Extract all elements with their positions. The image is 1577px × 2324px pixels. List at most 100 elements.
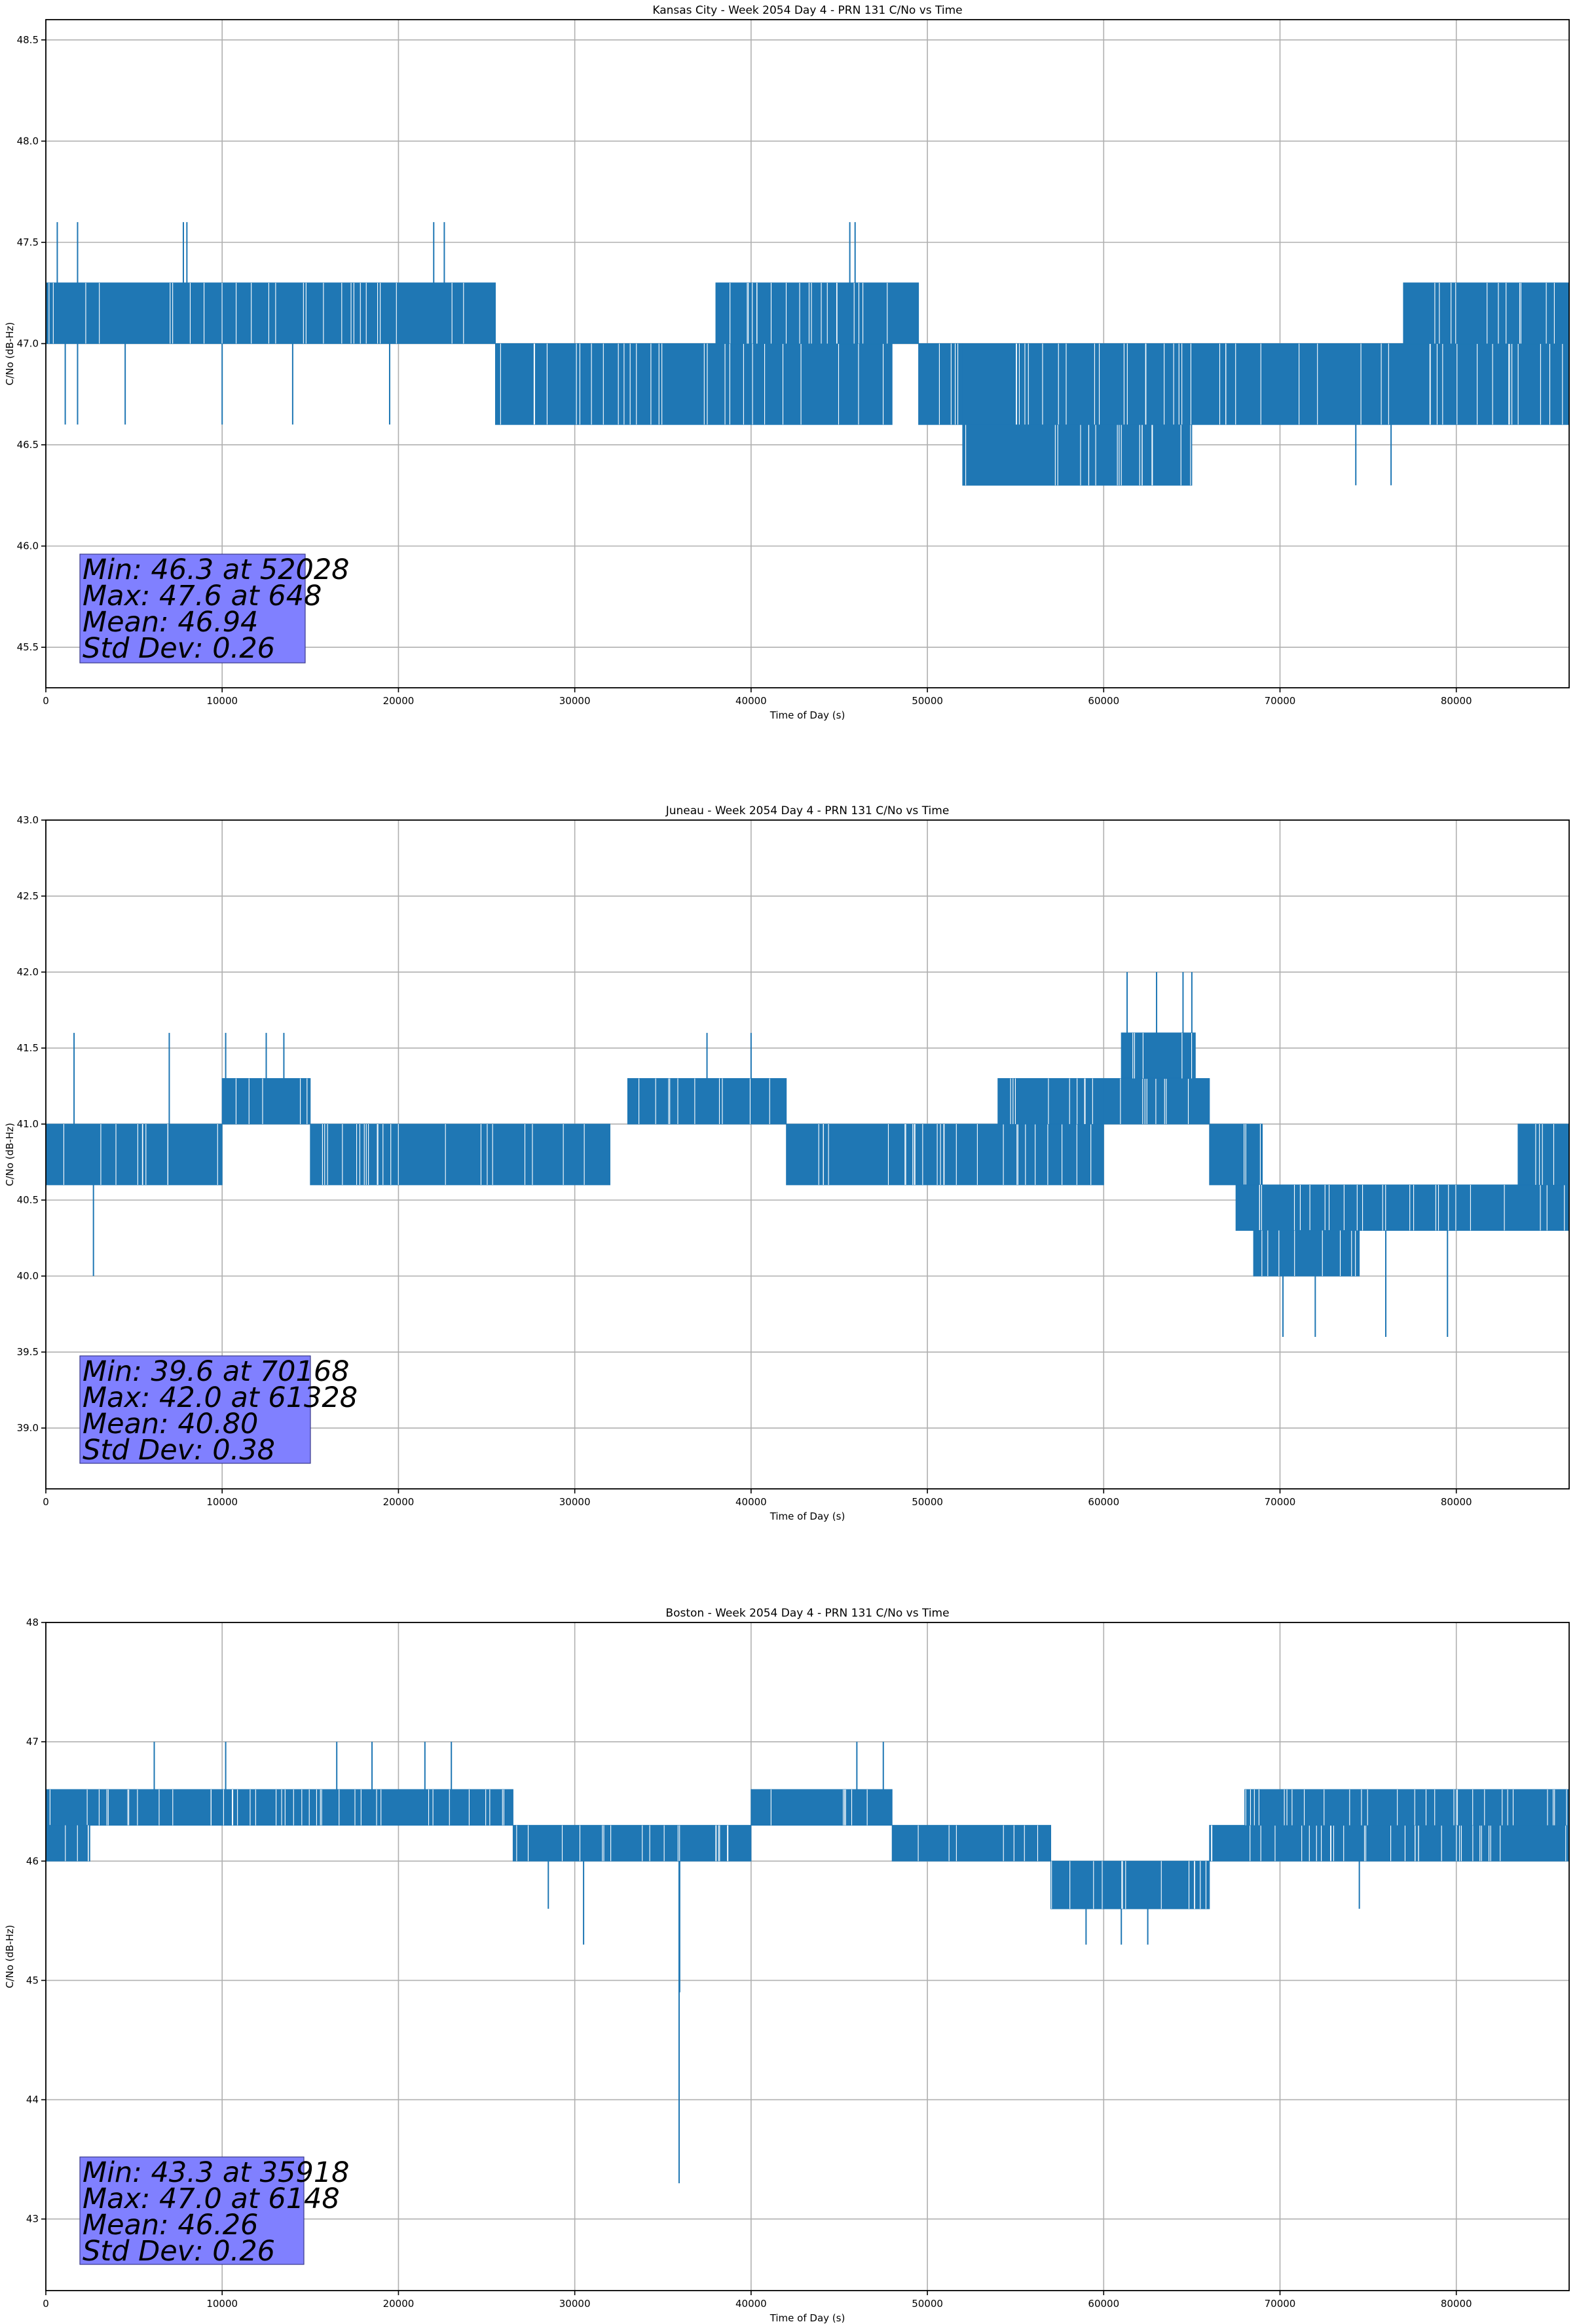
data-band [751, 1789, 893, 1826]
series-cno [45, 222, 1570, 486]
y-tick-label: 47.5 [17, 236, 39, 248]
data-band [715, 282, 919, 345]
data-band [962, 343, 1193, 425]
y-tick-label: 41.5 [17, 1042, 39, 1054]
data-band [45, 1123, 223, 1186]
y-tick-label: 42.0 [17, 966, 39, 978]
chart-title: Kansas City - Week 2054 Day 4 - PRN 131 … [652, 4, 962, 17]
x-tick-label: 60000 [1088, 695, 1119, 707]
data-band [1403, 282, 1570, 345]
y-tick-label: 39.5 [17, 1346, 39, 1358]
stats-line: Min: 46.3 at 52028 [83, 553, 350, 586]
x-tick-label: 30000 [559, 695, 591, 707]
stats-box [79, 553, 306, 664]
stats-line: Std Dev: 0.26 [83, 632, 275, 665]
x-tick-label: 10000 [206, 695, 238, 707]
data-band [1244, 1789, 1570, 1826]
x-tick-label: 0 [43, 2298, 49, 2310]
stats-line: Min: 39.6 at 70168 [83, 1355, 350, 1388]
axes-frame [45, 819, 1570, 1490]
stats-line: Std Dev: 0.38 [83, 1434, 275, 1467]
x-tick-label: 50000 [912, 1496, 943, 1508]
chart-panel-2: 0 10000 20000 30000 40000 50000 60000 70000 8000… [4, 804, 1570, 1522]
y-axis-label: C/No (dB-Hz) [4, 1123, 16, 1186]
y-axis-label: C/No (dB-Hz) [4, 1925, 16, 1989]
x-tick-label: 80000 [1441, 1496, 1472, 1508]
x-tick-label: 10000 [206, 2298, 238, 2310]
chart-panel-3: 0 10000 20000 30000 40000 50000 60000 70000 8000… [4, 1607, 1570, 2324]
x-tick-label: 20000 [383, 1496, 415, 1508]
stats-line: Max: 47.0 at 6148 [83, 2183, 340, 2215]
stats-box [79, 2156, 305, 2265]
stats-line: Mean: 40.80 [83, 1408, 258, 1440]
y-tick-label: 42.5 [17, 890, 39, 902]
y-tick-label: 41.0 [17, 1118, 39, 1130]
x-tick-label: 50000 [912, 2298, 943, 2310]
y-tick-label: 46.5 [17, 439, 39, 451]
data-band [512, 1825, 752, 1862]
x-tick-label: 30000 [559, 2298, 591, 2310]
x-tick-label: 20000 [383, 2298, 415, 2310]
y-tick-label: 48.5 [17, 34, 39, 46]
data-band [1209, 1123, 1263, 1186]
data-band [891, 1825, 1052, 1862]
x-tick-label: 50000 [912, 695, 943, 707]
data-band [1235, 1184, 1351, 1231]
data-band [627, 1078, 787, 1125]
axes-frame [45, 1622, 1570, 2291]
data-band [1209, 1825, 1570, 1862]
data-band [997, 1078, 1104, 1125]
data-band [1050, 1860, 1210, 1909]
y-tick-label: 44 [26, 2094, 39, 2106]
stats-line: Min: 43.3 at 35918 [83, 2156, 350, 2189]
y-tick-label: 40.5 [17, 1194, 39, 1206]
y-tick-label: 40.0 [17, 1270, 39, 1282]
x-tick-label: 0 [43, 1496, 49, 1508]
data-band [1121, 1032, 1196, 1079]
data-band [1350, 1184, 1570, 1231]
axes-frame [45, 19, 1570, 688]
data-band [45, 1825, 90, 1862]
x-tick-label: 70000 [1265, 695, 1296, 707]
data-band [918, 343, 963, 425]
y-tick-label: 45.5 [17, 641, 39, 653]
data-band [45, 1789, 513, 1826]
x-axis-label: Time of Day (s) [770, 1510, 845, 1522]
x-tick-label: 70000 [1265, 2298, 1296, 2310]
x-tick-label: 0 [43, 695, 49, 707]
x-tick-label: 80000 [1441, 2298, 1472, 2310]
y-tick-label: 47 [26, 1736, 39, 1748]
chart-panel-1: 0 10000 20000 30000 40000 50000 60000 70000 8000… [4, 4, 1570, 721]
x-tick-label: 40000 [735, 695, 767, 707]
x-tick-label: 40000 [735, 2298, 767, 2310]
x-tick-label: 60000 [1088, 1496, 1119, 1508]
stats-line: Mean: 46.26 [83, 2209, 258, 2241]
x-tick-label: 80000 [1441, 695, 1472, 707]
data-band [221, 1078, 311, 1125]
y-tick-label: 46.0 [17, 540, 39, 552]
x-tick-label: 70000 [1265, 1496, 1296, 1508]
x-tick-label: 30000 [559, 1496, 591, 1508]
x-tick-label: 10000 [206, 1496, 238, 1508]
x-tick-label: 40000 [735, 1496, 767, 1508]
y-tick-label: 45 [26, 1974, 39, 1986]
stats-line: Mean: 46.94 [83, 606, 258, 639]
y-tick-label: 47.0 [17, 338, 39, 350]
stats-box [79, 1355, 311, 1464]
data-band [1253, 1230, 1360, 1277]
stats-line: Max: 47.6 at 648 [83, 580, 322, 612]
y-tick-label: 48 [26, 1617, 39, 1628]
y-axis-label: C/No (dB-Hz) [4, 322, 16, 386]
data-band [1191, 343, 1570, 425]
y-tick-label: 46 [26, 1855, 39, 1867]
y-tick-label: 48.0 [17, 135, 39, 147]
series-cno [45, 1742, 1570, 2184]
series-cno [45, 972, 1570, 1337]
data-band [310, 1123, 610, 1186]
stats-line: Max: 42.0 at 61328 [83, 1381, 358, 1414]
chart-title: Boston - Week 2054 Day 4 - PRN 131 C/No … [665, 1607, 949, 1620]
stats-line: Std Dev: 0.26 [83, 2235, 275, 2268]
x-axis-label: Time of Day (s) [770, 709, 845, 721]
data-band [786, 1123, 1104, 1186]
